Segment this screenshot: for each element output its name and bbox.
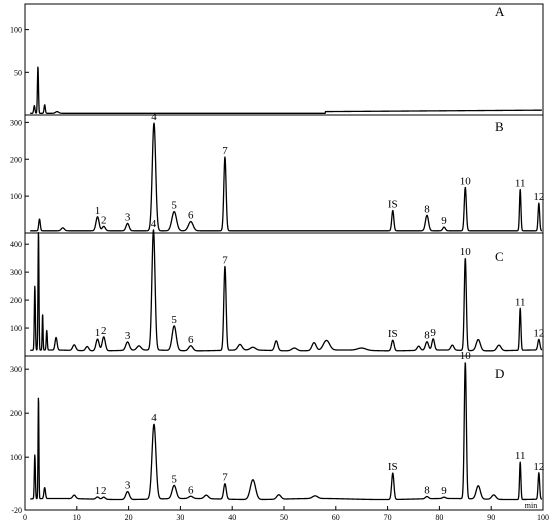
peak-label: 11 bbox=[515, 296, 526, 308]
chromatogram-trace bbox=[29, 229, 543, 352]
peak-label: 12 bbox=[533, 461, 544, 473]
peak-label: 2 bbox=[101, 325, 107, 337]
peak-label: 4 bbox=[151, 218, 157, 230]
y-tick-label: 300 bbox=[10, 365, 22, 374]
peak-label: 10 bbox=[460, 246, 472, 258]
peak-label: 1 bbox=[95, 327, 101, 339]
peak-label: 9 bbox=[441, 485, 447, 497]
peak-label: 2 bbox=[101, 485, 107, 497]
x-tick-label: 90 bbox=[487, 513, 495, 522]
x-tick-label: 70 bbox=[384, 513, 392, 522]
peak-label: 8 bbox=[424, 485, 430, 497]
peak-label: 11 bbox=[515, 177, 526, 189]
y-tick-label: 100 bbox=[10, 26, 22, 35]
x-tick-label: 0 bbox=[23, 513, 27, 522]
chromatogram-trace bbox=[29, 122, 543, 232]
peak-label: 7 bbox=[222, 254, 228, 266]
y-tick-label: 100 bbox=[10, 192, 22, 201]
peak-label: 9 bbox=[430, 327, 436, 339]
peak-label: 1 bbox=[95, 485, 101, 497]
x-tick-label: 40 bbox=[228, 513, 236, 522]
panel-letter: A bbox=[495, 4, 505, 19]
x-tick-label: 80 bbox=[435, 513, 443, 522]
peak-label: 2 bbox=[101, 214, 107, 226]
y-tick-label: 100 bbox=[10, 324, 22, 333]
panel-letter: C bbox=[495, 249, 504, 264]
peak-label: 1 bbox=[95, 205, 101, 217]
peak-label: 7 bbox=[222, 472, 228, 484]
peak-label: 10 bbox=[460, 350, 472, 362]
chromatogram-trace bbox=[29, 362, 543, 501]
peak-label: 10 bbox=[460, 175, 472, 187]
peak-label: 6 bbox=[188, 484, 194, 496]
peak-label: IS bbox=[388, 328, 398, 340]
peak-label: IS bbox=[388, 199, 398, 211]
x-tick-label: 20 bbox=[125, 513, 133, 522]
chromatogram-trace bbox=[29, 66, 543, 114]
y-tick-label: 300 bbox=[10, 118, 22, 127]
x-tick-label: 60 bbox=[332, 513, 340, 522]
y-tick-label: 100 bbox=[10, 453, 22, 462]
peak-label: 4 bbox=[151, 412, 157, 424]
peak-label: 5 bbox=[171, 314, 177, 326]
peak-label: 7 bbox=[222, 145, 228, 157]
y-tick-label: 200 bbox=[10, 155, 22, 164]
y-tick-label: 200 bbox=[10, 296, 22, 305]
peak-label: 12 bbox=[533, 191, 544, 203]
y-tick-label: -20 bbox=[11, 506, 22, 515]
peak-label: 3 bbox=[125, 211, 131, 223]
y-tick-label: 50 bbox=[14, 68, 22, 77]
y-tick-label: 200 bbox=[10, 409, 22, 418]
peak-label: 6 bbox=[188, 210, 194, 222]
x-tick-label: 100 bbox=[537, 513, 549, 522]
peak-label: 8 bbox=[424, 330, 430, 342]
peak-label: 12 bbox=[533, 327, 544, 339]
peak-label: 4 bbox=[151, 111, 157, 123]
peak-label: 3 bbox=[125, 330, 131, 342]
y-tick-label: 300 bbox=[10, 268, 22, 277]
peak-label: 6 bbox=[188, 334, 194, 346]
x-tick-label: 10 bbox=[73, 513, 81, 522]
peak-label: 11 bbox=[515, 450, 526, 462]
peak-label: 8 bbox=[424, 203, 430, 215]
y-tick-label: 400 bbox=[10, 240, 22, 249]
peak-label: 9 bbox=[441, 215, 447, 227]
peak-label: 5 bbox=[171, 473, 177, 485]
peak-label: IS bbox=[388, 461, 398, 473]
x-tick-label: 50 bbox=[280, 513, 288, 522]
peak-label: 5 bbox=[171, 200, 177, 212]
panel-a: 50 100 A bbox=[10, 4, 543, 114]
panel-letter: D bbox=[495, 366, 504, 381]
x-axis-unit: min bbox=[525, 501, 537, 510]
panel-letter: B bbox=[495, 119, 504, 134]
x-tick-label: 30 bbox=[176, 513, 184, 522]
peak-label: 3 bbox=[125, 480, 131, 492]
